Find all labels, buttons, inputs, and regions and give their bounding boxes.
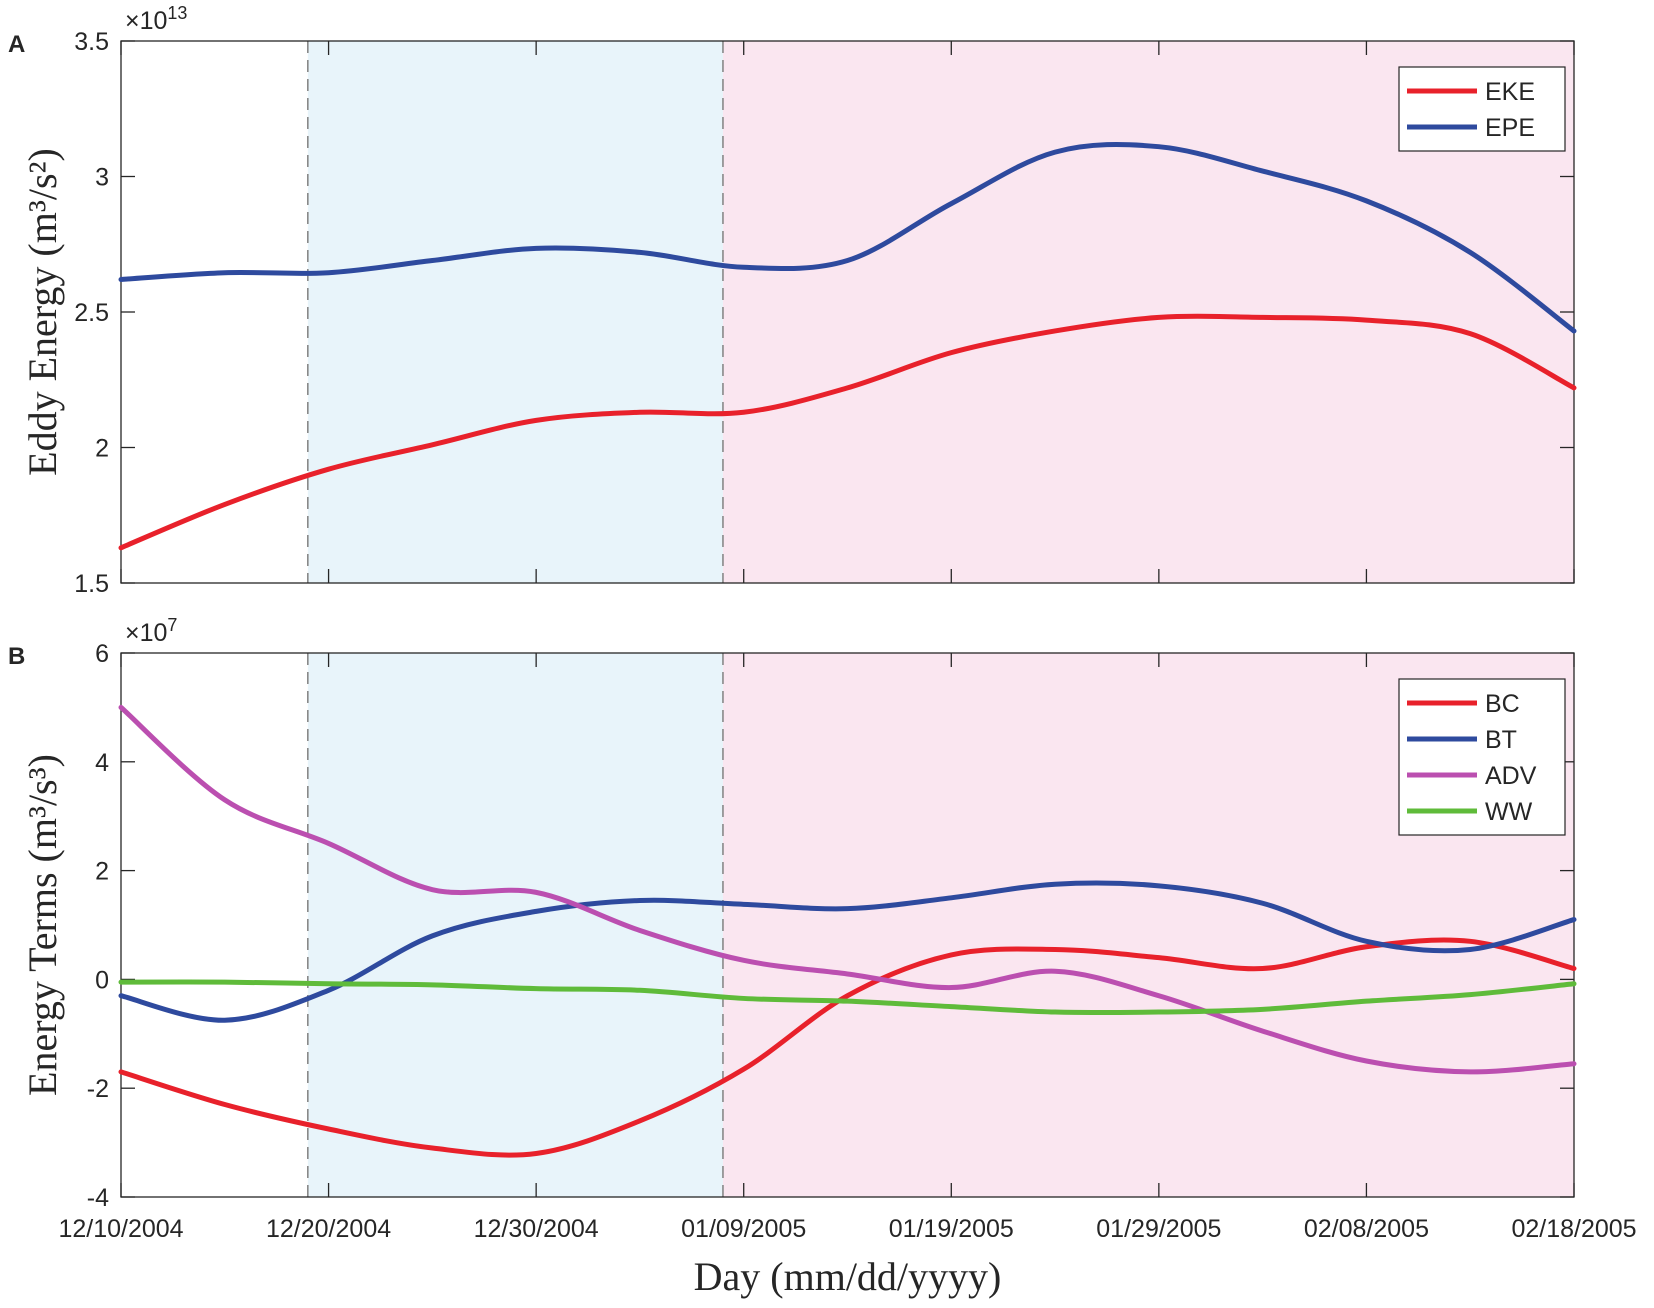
series-line-epe bbox=[118, 142, 1577, 334]
legend: EKE EPE bbox=[1398, 66, 1566, 152]
series-line-bt bbox=[118, 880, 1577, 1023]
legend-label-bt: BT bbox=[1485, 726, 1517, 754]
x-tick-label: 12/30/2004 bbox=[474, 1215, 599, 1243]
y-tick-label: -2 bbox=[87, 1075, 109, 1103]
panel-label: A bbox=[8, 31, 25, 58]
y-tick-label: 4 bbox=[95, 749, 109, 777]
x-tick-label: 12/10/2004 bbox=[58, 1215, 183, 1243]
legend-label-ww: WW bbox=[1485, 798, 1533, 826]
shaded-period-light-blue bbox=[307, 41, 723, 583]
series-line-ww bbox=[118, 979, 1577, 1016]
legend-label-bc: BC bbox=[1485, 690, 1520, 718]
x-tick-label: 01/19/2005 bbox=[889, 1215, 1014, 1243]
y-tick-label: 6 bbox=[95, 640, 109, 668]
y-tick-label: 0 bbox=[95, 966, 109, 994]
x-tick-label: 01/29/2005 bbox=[1096, 1215, 1221, 1243]
y-axis-label: Energy Terms (m³/s³) bbox=[20, 754, 65, 1096]
axis-exponent: ×1013 bbox=[125, 3, 187, 35]
chart-panel-b: -4 -2 0 2 4 6 12/10/2004 12/20/2004 12/30/2004 01… bbox=[8, 615, 1637, 1243]
legend-box bbox=[1398, 66, 1566, 152]
y-tick-label: 2.5 bbox=[74, 299, 109, 327]
axes-box bbox=[120, 652, 1575, 1198]
series-line-adv bbox=[118, 704, 1577, 1075]
y-tick-label: 1.5 bbox=[74, 570, 109, 598]
x-tick-label: 01/09/2005 bbox=[681, 1215, 806, 1243]
y-tick-label: -4 bbox=[87, 1184, 109, 1212]
legend-label-eke: EKE bbox=[1485, 78, 1535, 106]
x-tick-label: 02/08/2005 bbox=[1304, 1215, 1429, 1243]
series-line-bc bbox=[118, 937, 1577, 1158]
axis-exponent: ×107 bbox=[125, 615, 177, 647]
y-tick-label: 3 bbox=[95, 164, 109, 192]
shaded-period-light-blue bbox=[307, 653, 723, 1197]
legend-label-epe: EPE bbox=[1485, 114, 1535, 142]
panel-label: B bbox=[8, 643, 25, 670]
legend: BC BT ADV WW bbox=[1398, 678, 1566, 836]
x-tick-label: 02/18/2005 bbox=[1511, 1215, 1636, 1243]
y-tick-label: 2 bbox=[95, 435, 109, 463]
series-line-eke bbox=[118, 313, 1577, 551]
x-tick-label: 12/20/2004 bbox=[266, 1215, 391, 1243]
y-tick-label: 3.5 bbox=[74, 28, 109, 56]
legend-label-adv: ADV bbox=[1485, 762, 1537, 790]
y-tick-label: 2 bbox=[95, 858, 109, 886]
y-axis-label: Eddy Energy (m³/s²) bbox=[20, 148, 65, 476]
x-axis-label: Day (mm/dd/yyyy) bbox=[694, 1254, 1002, 1299]
